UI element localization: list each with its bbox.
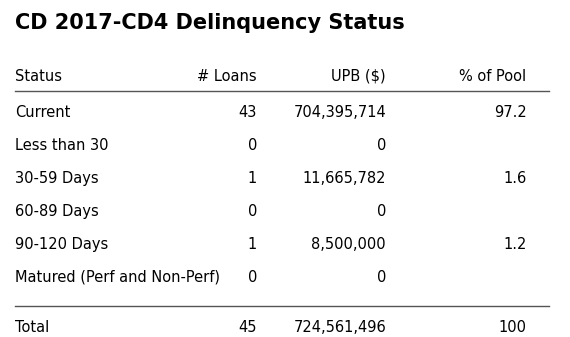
Text: Matured (Perf and Non-Perf): Matured (Perf and Non-Perf) [15, 270, 221, 285]
Text: 30-59 Days: 30-59 Days [15, 171, 99, 186]
Text: 704,395,714: 704,395,714 [294, 105, 386, 121]
Text: 0: 0 [247, 204, 257, 219]
Text: 97.2: 97.2 [494, 105, 527, 121]
Text: 90-120 Days: 90-120 Days [15, 237, 109, 252]
Text: 1.6: 1.6 [503, 171, 527, 186]
Text: UPB ($): UPB ($) [332, 69, 386, 84]
Text: 1: 1 [248, 171, 257, 186]
Text: 11,665,782: 11,665,782 [303, 171, 386, 186]
Text: 0: 0 [247, 270, 257, 285]
Text: 0: 0 [377, 204, 386, 219]
Text: Less than 30: Less than 30 [15, 139, 109, 153]
Text: 43: 43 [238, 105, 257, 121]
Text: 60-89 Days: 60-89 Days [15, 204, 99, 219]
Text: 1: 1 [248, 237, 257, 252]
Text: 0: 0 [377, 139, 386, 153]
Text: Total: Total [15, 320, 50, 335]
Text: 0: 0 [377, 270, 386, 285]
Text: # Loans: # Loans [197, 69, 257, 84]
Text: Status: Status [15, 69, 62, 84]
Text: 100: 100 [499, 320, 527, 335]
Text: 45: 45 [238, 320, 257, 335]
Text: 0: 0 [247, 139, 257, 153]
Text: Current: Current [15, 105, 71, 121]
Text: 724,561,496: 724,561,496 [294, 320, 386, 335]
Text: % of Pool: % of Pool [459, 69, 527, 84]
Text: 8,500,000: 8,500,000 [311, 237, 386, 252]
Text: 1.2: 1.2 [503, 237, 527, 252]
Text: CD 2017-CD4 Delinquency Status: CD 2017-CD4 Delinquency Status [15, 13, 405, 33]
